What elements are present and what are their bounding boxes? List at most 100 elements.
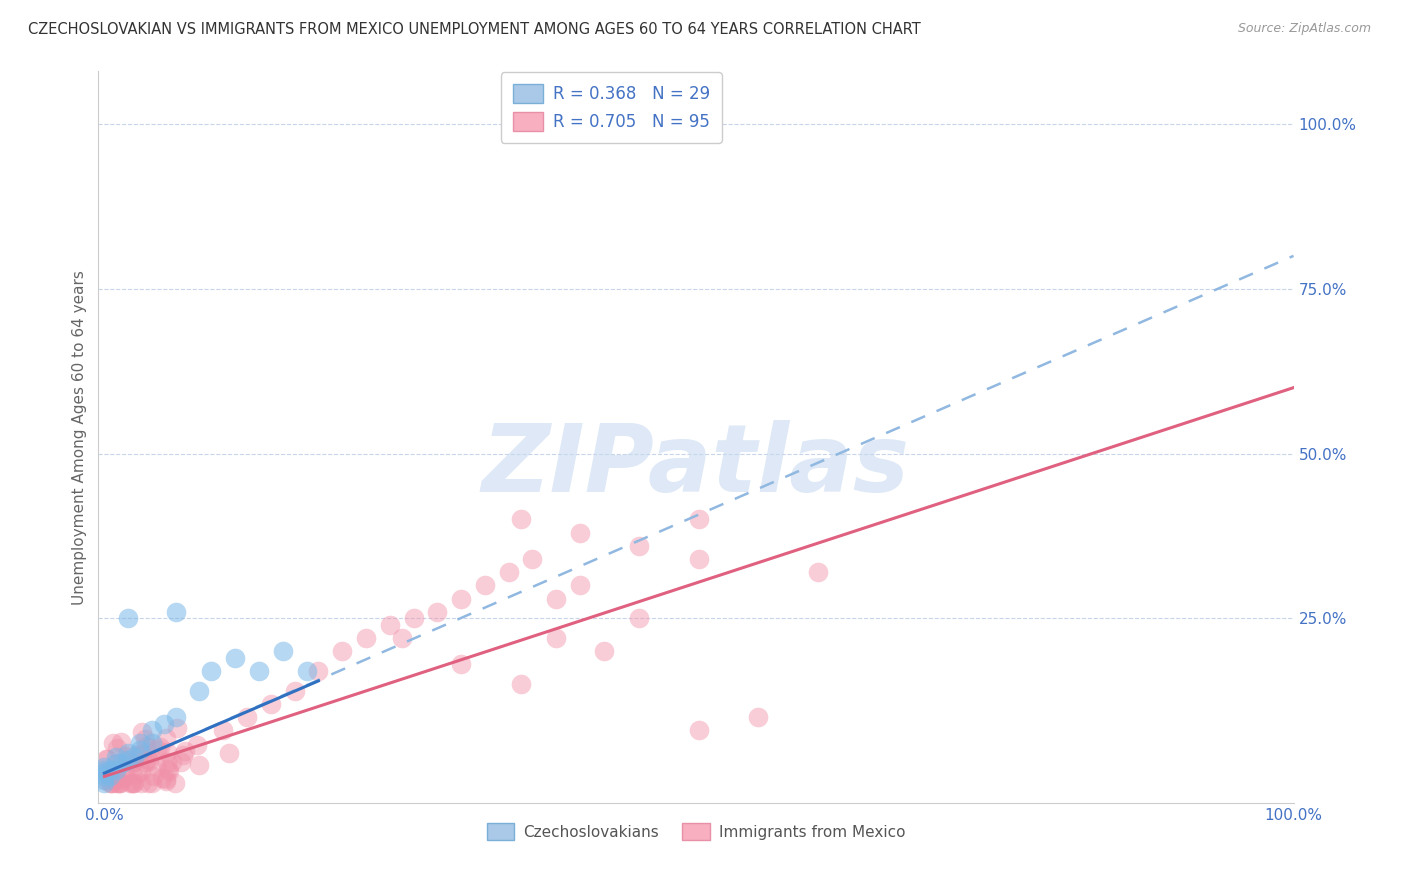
Point bbox=[131, 747, 153, 761]
Point bbox=[129, 743, 152, 757]
Point bbox=[145, 759, 167, 773]
Point bbox=[115, 749, 138, 764]
Point bbox=[546, 631, 568, 645]
Point bbox=[139, 741, 162, 756]
Point bbox=[94, 751, 117, 765]
Text: Source: ZipAtlas.com: Source: ZipAtlas.com bbox=[1237, 22, 1371, 36]
Point bbox=[450, 657, 472, 672]
Point bbox=[271, 644, 294, 658]
Point bbox=[93, 776, 115, 790]
Point bbox=[117, 753, 139, 767]
Point bbox=[450, 591, 472, 606]
Point bbox=[127, 766, 149, 780]
Point bbox=[688, 512, 710, 526]
Point bbox=[135, 739, 157, 753]
Point bbox=[122, 776, 145, 790]
Point bbox=[117, 754, 139, 768]
Point bbox=[391, 631, 413, 645]
Point bbox=[188, 758, 211, 772]
Point bbox=[117, 611, 139, 625]
Point bbox=[93, 772, 115, 787]
Point bbox=[134, 755, 156, 769]
Point bbox=[105, 756, 128, 771]
Point bbox=[169, 756, 191, 770]
Point bbox=[509, 512, 531, 526]
Point bbox=[101, 767, 124, 781]
Point bbox=[114, 768, 136, 782]
Point bbox=[402, 611, 425, 625]
Point bbox=[122, 776, 145, 790]
Point bbox=[236, 710, 259, 724]
Point bbox=[166, 722, 188, 736]
Point bbox=[200, 664, 222, 678]
Point bbox=[93, 766, 115, 780]
Point bbox=[153, 716, 176, 731]
Point bbox=[160, 755, 183, 769]
Point bbox=[260, 697, 283, 711]
Point bbox=[330, 644, 353, 658]
Point bbox=[105, 763, 128, 777]
Point bbox=[378, 618, 401, 632]
Y-axis label: Unemployment Among Ages 60 to 64 years: Unemployment Among Ages 60 to 64 years bbox=[72, 269, 87, 605]
Point bbox=[105, 749, 128, 764]
Point bbox=[121, 756, 143, 770]
Point bbox=[136, 776, 159, 790]
Point bbox=[129, 776, 152, 790]
Point bbox=[148, 740, 170, 755]
Point bbox=[105, 756, 128, 771]
Point bbox=[188, 683, 211, 698]
Point bbox=[807, 565, 830, 579]
Point bbox=[628, 539, 651, 553]
Point bbox=[98, 763, 121, 777]
Point bbox=[138, 754, 160, 768]
Point bbox=[105, 740, 128, 755]
Point bbox=[165, 605, 187, 619]
Point bbox=[108, 776, 131, 790]
Point bbox=[155, 772, 177, 786]
Point bbox=[94, 772, 117, 787]
Point bbox=[141, 776, 163, 790]
Point bbox=[131, 725, 153, 739]
Point bbox=[498, 565, 520, 579]
Point bbox=[522, 552, 544, 566]
Point bbox=[129, 737, 152, 751]
Point bbox=[141, 723, 163, 738]
Point bbox=[96, 751, 118, 765]
Point bbox=[105, 772, 128, 787]
Point bbox=[155, 773, 177, 788]
Point bbox=[295, 664, 318, 678]
Point bbox=[284, 683, 307, 698]
Point bbox=[93, 763, 115, 777]
Point bbox=[592, 644, 614, 658]
Point bbox=[136, 752, 159, 766]
Point bbox=[124, 748, 146, 763]
Point bbox=[186, 739, 208, 753]
Point bbox=[172, 747, 194, 762]
Point bbox=[122, 768, 145, 782]
Point bbox=[142, 769, 165, 783]
Point bbox=[128, 747, 150, 762]
Point bbox=[134, 731, 156, 746]
Point bbox=[112, 770, 135, 784]
Point bbox=[100, 776, 122, 790]
Point bbox=[111, 756, 134, 771]
Point bbox=[546, 591, 568, 606]
Text: CZECHOSLOVAKIAN VS IMMIGRANTS FROM MEXICO UNEMPLOYMENT AMONG AGES 60 TO 64 YEARS: CZECHOSLOVAKIAN VS IMMIGRANTS FROM MEXIC… bbox=[28, 22, 921, 37]
Point bbox=[93, 759, 115, 773]
Point bbox=[688, 552, 710, 566]
Point bbox=[163, 776, 186, 790]
Point bbox=[569, 578, 592, 592]
Point bbox=[218, 746, 240, 760]
Point bbox=[155, 731, 177, 745]
Point bbox=[628, 611, 651, 625]
Point bbox=[509, 677, 531, 691]
Text: ZIPatlas: ZIPatlas bbox=[482, 420, 910, 512]
Point bbox=[100, 776, 122, 790]
Point bbox=[124, 756, 146, 770]
Point bbox=[174, 744, 197, 758]
Point bbox=[129, 764, 152, 778]
Point bbox=[474, 578, 496, 592]
Point bbox=[157, 764, 180, 779]
Point bbox=[103, 736, 125, 750]
Point bbox=[93, 769, 115, 783]
